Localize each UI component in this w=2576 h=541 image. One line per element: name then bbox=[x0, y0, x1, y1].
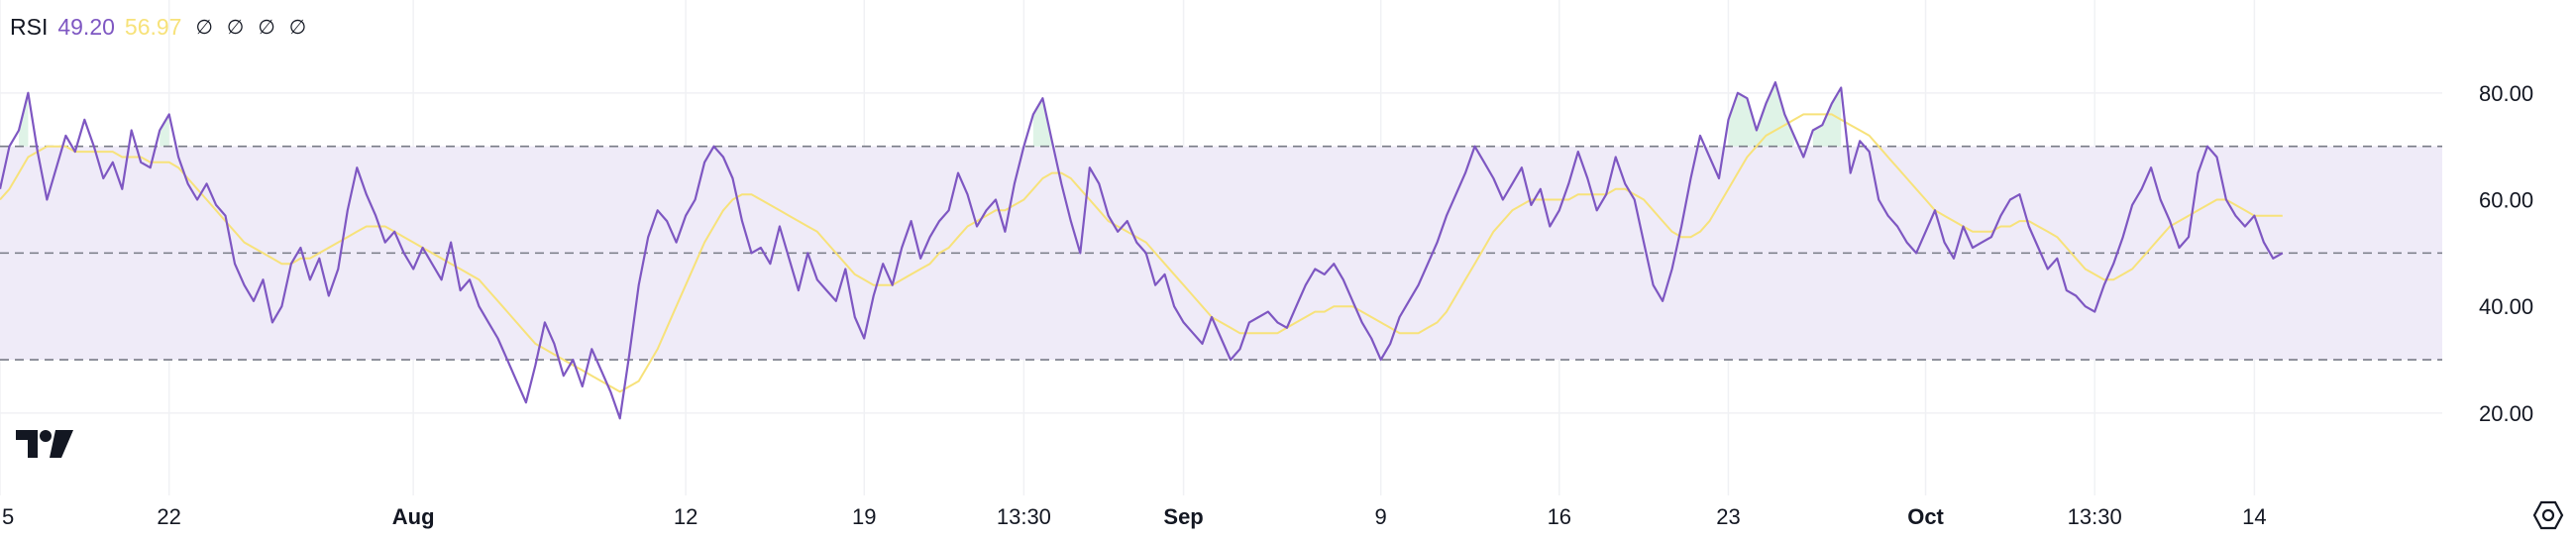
overbought-fill bbox=[1032, 98, 1052, 147]
x-tick-label: 22 bbox=[157, 504, 180, 529]
hidden-input-icon-1: ∅ bbox=[195, 17, 213, 39]
rsi-bands bbox=[0, 82, 2442, 361]
x-tick-label: 5 bbox=[2, 504, 14, 529]
overbought-fill bbox=[1728, 82, 1794, 147]
x-tick-label: 23 bbox=[1716, 504, 1740, 529]
tradingview-logo-icon[interactable] bbox=[16, 428, 79, 465]
x-tick-label: 9 bbox=[1375, 504, 1387, 529]
legend: RSI 49.20 56.97 ∅ ∅ ∅ ∅ bbox=[10, 14, 306, 41]
x-tick-label: 19 bbox=[852, 504, 876, 529]
x-tick-label: Aug bbox=[392, 504, 435, 529]
x-tick-label: 16 bbox=[1548, 504, 1571, 529]
settings-icon[interactable] bbox=[2532, 499, 2564, 536]
y-tick-label: 20.00 bbox=[2479, 401, 2533, 426]
x-tick-label: 13:30 bbox=[997, 504, 1051, 529]
y-tick-label: 80.00 bbox=[2479, 81, 2533, 106]
y-tick-label: 40.00 bbox=[2479, 294, 2533, 319]
x-axis: 5 22 Aug 12 19 13:30 Sep 9 16 23 Oct 13:30 14 bbox=[2, 504, 2267, 529]
rsi-line bbox=[0, 81, 2284, 420]
hidden-input-icon-3: ∅ bbox=[258, 17, 275, 39]
hidden-input-icon-4: ∅ bbox=[288, 17, 307, 39]
overbought-fill bbox=[160, 114, 169, 147]
x-tick-label: 13:30 bbox=[2068, 504, 2122, 529]
y-tick-label: 60.00 bbox=[2479, 188, 2533, 213]
x-tick-label: 14 bbox=[2242, 504, 2266, 529]
x-tick-label: Oct bbox=[1907, 504, 1944, 529]
y-axis: 20.00 40.00 60.00 80.00 bbox=[2479, 81, 2533, 426]
ma-value: 56.97 bbox=[124, 14, 182, 40]
rsi-value: 49.20 bbox=[57, 14, 115, 40]
series bbox=[0, 81, 2284, 420]
x-tick-label: 12 bbox=[674, 504, 698, 529]
x-tick-label: Sep bbox=[1163, 504, 1203, 529]
hidden-input-icon-2: ∅ bbox=[226, 17, 245, 39]
indicator-name[interactable]: RSI bbox=[10, 14, 49, 40]
